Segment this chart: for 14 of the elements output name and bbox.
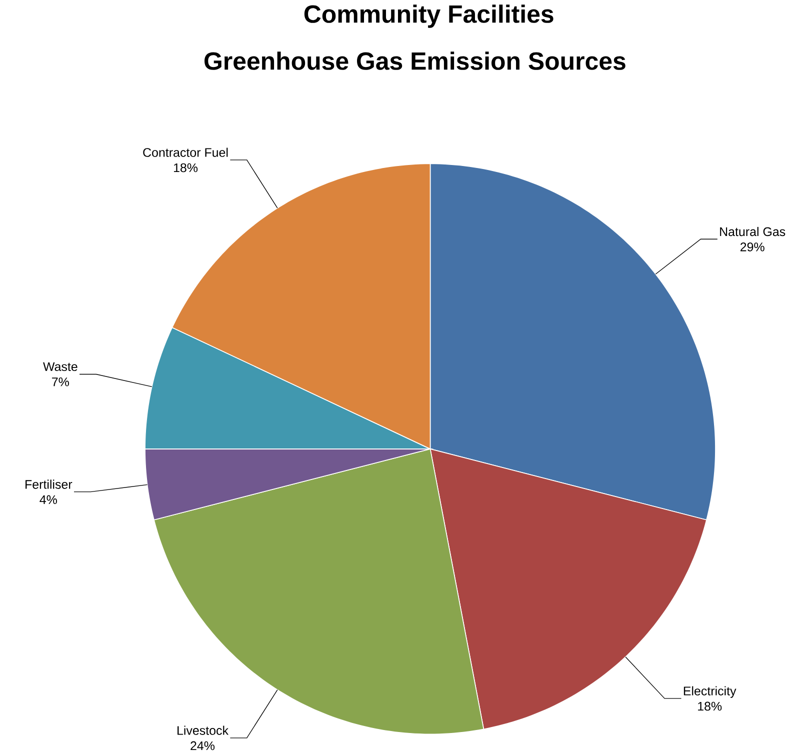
data-label: 29% [740,242,764,252]
data-label: 24% [190,741,215,750]
slice-label: Fertiliser [26,479,72,489]
slice-label: Natural Gas [720,226,786,236]
slice-label: Contractor Fuel [143,148,228,157]
data-label: 18% [698,702,722,710]
data-label: 18% [174,163,198,172]
slice-label: Electricity [684,686,736,698]
data-label: 4% [40,495,57,504]
slice-label: Waste [43,362,78,371]
chart-subtitle: Greenhouse Gas Emission Sources [204,51,626,70]
slice-label: Livestock [178,726,229,735]
chart-title: Community Facilities [304,4,554,28]
data-label: 7% [52,377,69,386]
